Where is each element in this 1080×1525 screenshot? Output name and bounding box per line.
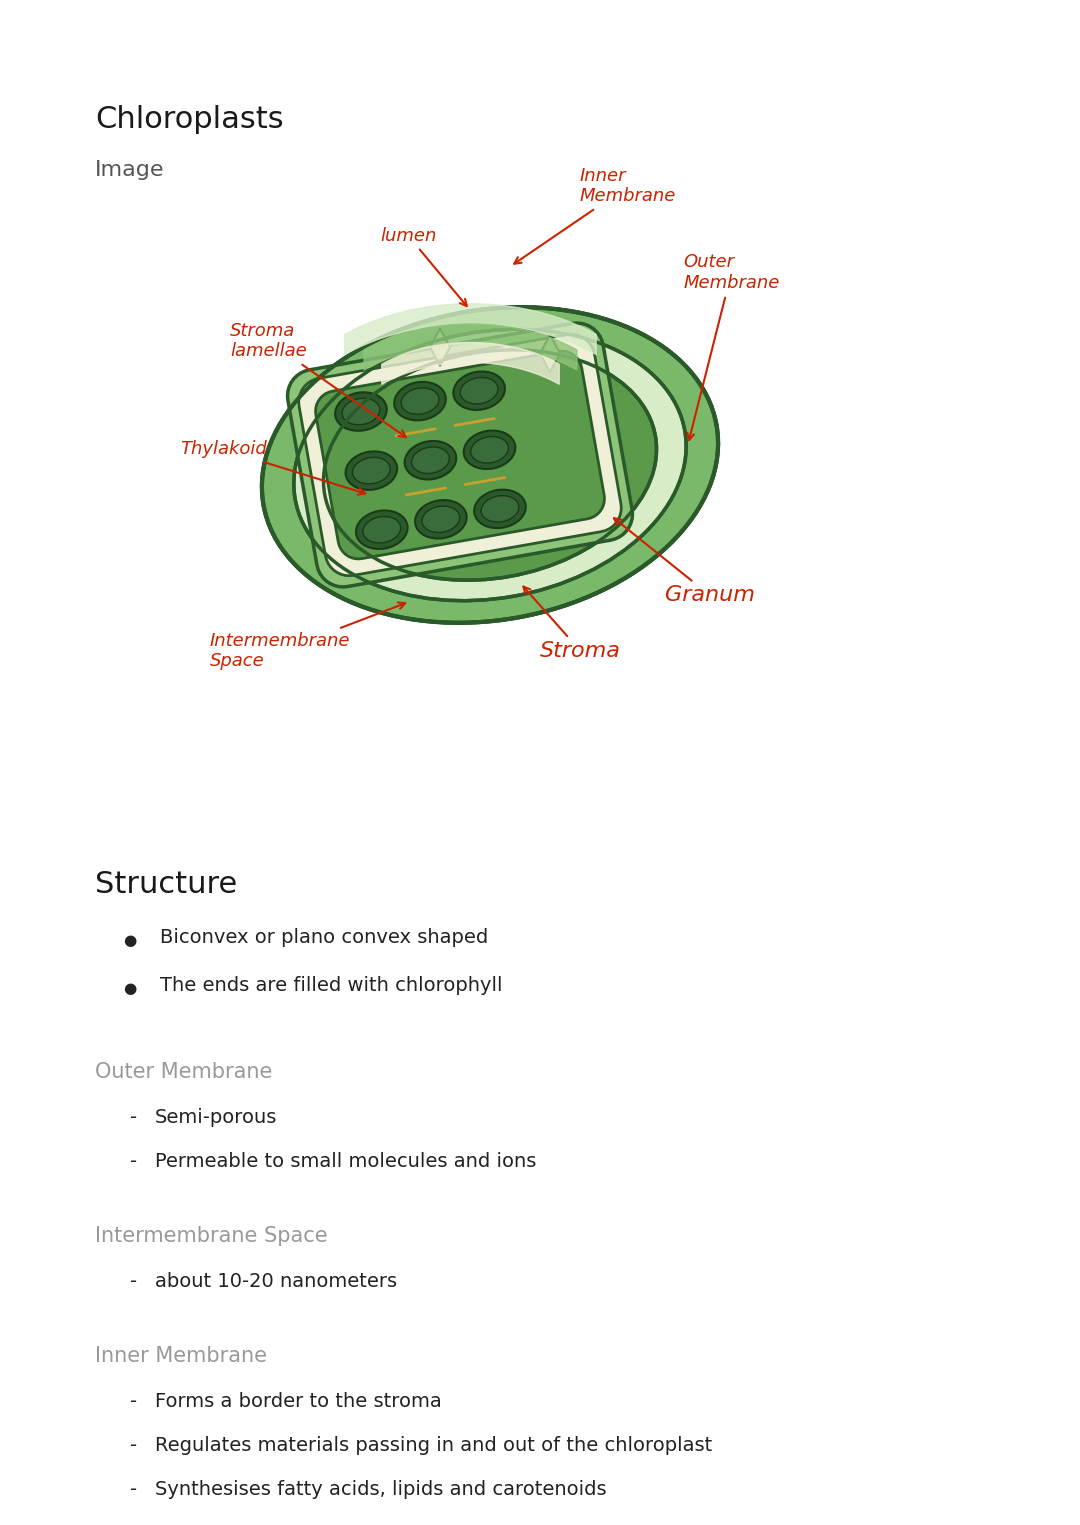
Text: ●: ●: [123, 933, 136, 949]
Text: Forms a border to the stroma: Forms a border to the stroma: [156, 1392, 442, 1411]
Text: Granum: Granum: [615, 518, 755, 605]
Text: Semi-porous: Semi-porous: [156, 1109, 278, 1127]
Ellipse shape: [294, 329, 686, 601]
Text: Intermembrane Space: Intermembrane Space: [95, 1226, 327, 1246]
Ellipse shape: [324, 349, 657, 580]
Text: Inner
Membrane: Inner Membrane: [514, 166, 676, 264]
Text: Biconvex or plano convex shaped: Biconvex or plano convex shaped: [160, 929, 488, 947]
Ellipse shape: [422, 506, 460, 532]
Text: Structure: Structure: [95, 869, 238, 900]
Text: Chloroplasts: Chloroplasts: [95, 105, 284, 134]
Ellipse shape: [342, 398, 380, 425]
Polygon shape: [299, 334, 621, 576]
Ellipse shape: [481, 496, 518, 522]
Polygon shape: [540, 336, 561, 372]
Ellipse shape: [405, 441, 456, 479]
Text: Outer Membrane: Outer Membrane: [95, 1061, 272, 1083]
Text: Image: Image: [95, 160, 164, 180]
Text: The ends are filled with chlorophyll: The ends are filled with chlorophyll: [160, 976, 502, 994]
Text: -: -: [130, 1272, 137, 1292]
Ellipse shape: [474, 490, 526, 528]
Ellipse shape: [471, 436, 509, 464]
Ellipse shape: [363, 517, 401, 543]
Text: Thylakoid: Thylakoid: [180, 441, 365, 494]
Text: -: -: [130, 1109, 137, 1127]
Ellipse shape: [346, 451, 397, 490]
Ellipse shape: [401, 387, 438, 415]
Polygon shape: [287, 323, 633, 587]
Text: -: -: [130, 1479, 137, 1499]
Text: -: -: [130, 1392, 137, 1411]
Text: Stroma
lamellae: Stroma lamellae: [230, 322, 406, 438]
Polygon shape: [430, 328, 450, 366]
Ellipse shape: [352, 458, 390, 483]
Text: Permeable to small molecules and ions: Permeable to small molecules and ions: [156, 1151, 537, 1171]
Text: Intermembrane
Space: Intermembrane Space: [210, 602, 405, 671]
Ellipse shape: [411, 447, 449, 473]
Text: Inner Membrane: Inner Membrane: [95, 1347, 267, 1366]
Text: -: -: [130, 1151, 137, 1171]
Ellipse shape: [335, 392, 387, 430]
Ellipse shape: [262, 307, 718, 622]
Text: -: -: [130, 1437, 137, 1455]
Ellipse shape: [454, 372, 505, 410]
Ellipse shape: [463, 430, 515, 470]
Ellipse shape: [460, 378, 498, 404]
Text: Synthesises fatty acids, lipids and carotenoids: Synthesises fatty acids, lipids and caro…: [156, 1479, 607, 1499]
Text: Regulates materials passing in and out of the chloroplast: Regulates materials passing in and out o…: [156, 1437, 712, 1455]
Ellipse shape: [415, 500, 467, 538]
Text: Outer
Membrane: Outer Membrane: [684, 253, 780, 441]
Ellipse shape: [394, 381, 446, 421]
Text: lumen: lumen: [380, 227, 467, 307]
Ellipse shape: [356, 511, 407, 549]
Text: Stroma: Stroma: [524, 587, 621, 660]
Polygon shape: [315, 351, 605, 560]
Text: about 10-20 nanometers: about 10-20 nanometers: [156, 1272, 397, 1292]
Text: ●: ●: [123, 981, 136, 996]
